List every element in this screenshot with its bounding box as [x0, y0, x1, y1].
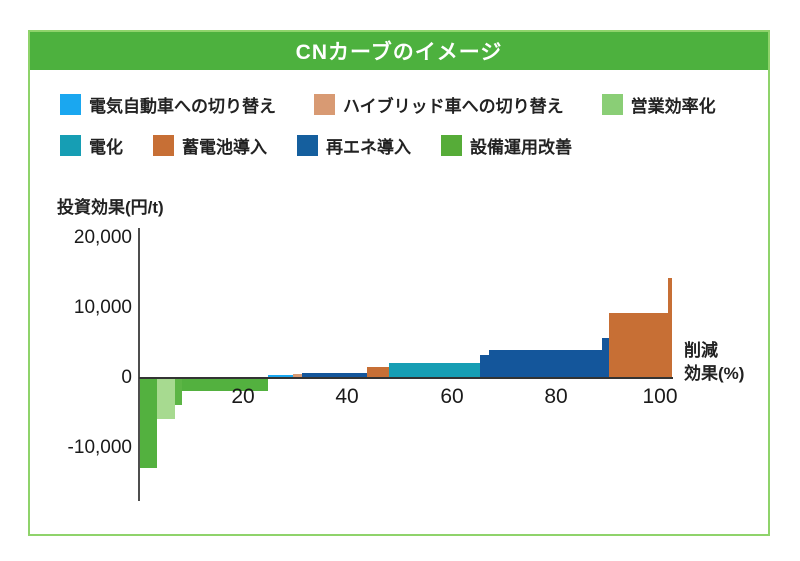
legend-item-legend-renewable: 再エネ導入 [297, 133, 411, 158]
legend-row-1: 電気自動車への切り替え ハイブリッド車への切り替え 営業効率化 [60, 92, 768, 117]
y-axis-title: 投資効果(円/t) [57, 198, 164, 217]
bar-segment [489, 350, 603, 377]
legend-label: 蓄電池導入 [182, 138, 267, 157]
bar-segment [157, 377, 175, 419]
legend-item-legend-electrification: 電化 [60, 133, 123, 158]
legend-item-legend-ev: 電気自動車への切り替え [60, 92, 276, 117]
legend-label: 電気自動車への切り替え [89, 97, 276, 116]
legend-swatch [153, 135, 174, 156]
y-tick-label: -10,000 [67, 437, 132, 458]
legend-swatch [314, 94, 335, 115]
x-tick-label: 80 [544, 385, 568, 408]
x-tick-label: 20 [231, 385, 255, 408]
y-axis-line [138, 228, 140, 501]
legend-item-legend-sales-efficiency: 営業効率化 [601, 92, 716, 117]
bar-segment [302, 373, 368, 377]
bar-segment [479, 355, 490, 377]
legend-swatch [441, 135, 462, 156]
x-axis-label: 削減 効果(%) [684, 341, 745, 383]
bar-segment [668, 278, 673, 377]
legend-label: 再エネ導入 [326, 138, 411, 157]
bar-segment [367, 367, 390, 377]
legend-label: ハイブリッド車への切り替え [343, 97, 564, 116]
bar-segment [602, 337, 609, 377]
legend-swatch [601, 94, 623, 115]
legend-item-legend-battery: 蓄電池導入 [153, 133, 267, 158]
legend-label: 電化 [89, 138, 123, 157]
y-tick-label: 20,000 [73, 227, 132, 248]
x-axis-line [139, 377, 673, 379]
legend-swatch [297, 135, 318, 156]
bar-segment [608, 313, 669, 377]
legend-label: 営業効率化 [630, 97, 716, 116]
bar-segment [293, 374, 303, 377]
bar-segment [140, 377, 158, 468]
bar-segment [268, 374, 294, 377]
bar-segment [182, 377, 269, 391]
y-tick-label: 10,000 [73, 297, 132, 318]
bar-segment [174, 377, 183, 405]
legend-item-legend-hybrid: ハイブリッド車への切り替え [314, 92, 564, 117]
legend-swatch [60, 94, 81, 115]
legend-label: 設備運用改善 [470, 138, 572, 157]
x-tick-label: 60 [440, 385, 464, 408]
legend-swatch [60, 135, 81, 156]
x-tick-label: 40 [335, 385, 359, 408]
header-bar: CNカーブのイメージ [30, 32, 768, 70]
legend-row-2: 電化 蓄電池導入 再エネ導入 設備運用改善 [60, 133, 768, 158]
bar-segment [389, 363, 480, 377]
chart-title: CNカーブのイメージ [295, 41, 503, 64]
y-tick-label: 0 [121, 367, 132, 388]
legend-item-legend-equipment-operation: 設備運用改善 [441, 133, 572, 158]
x-tick-label: 100 [642, 385, 678, 408]
